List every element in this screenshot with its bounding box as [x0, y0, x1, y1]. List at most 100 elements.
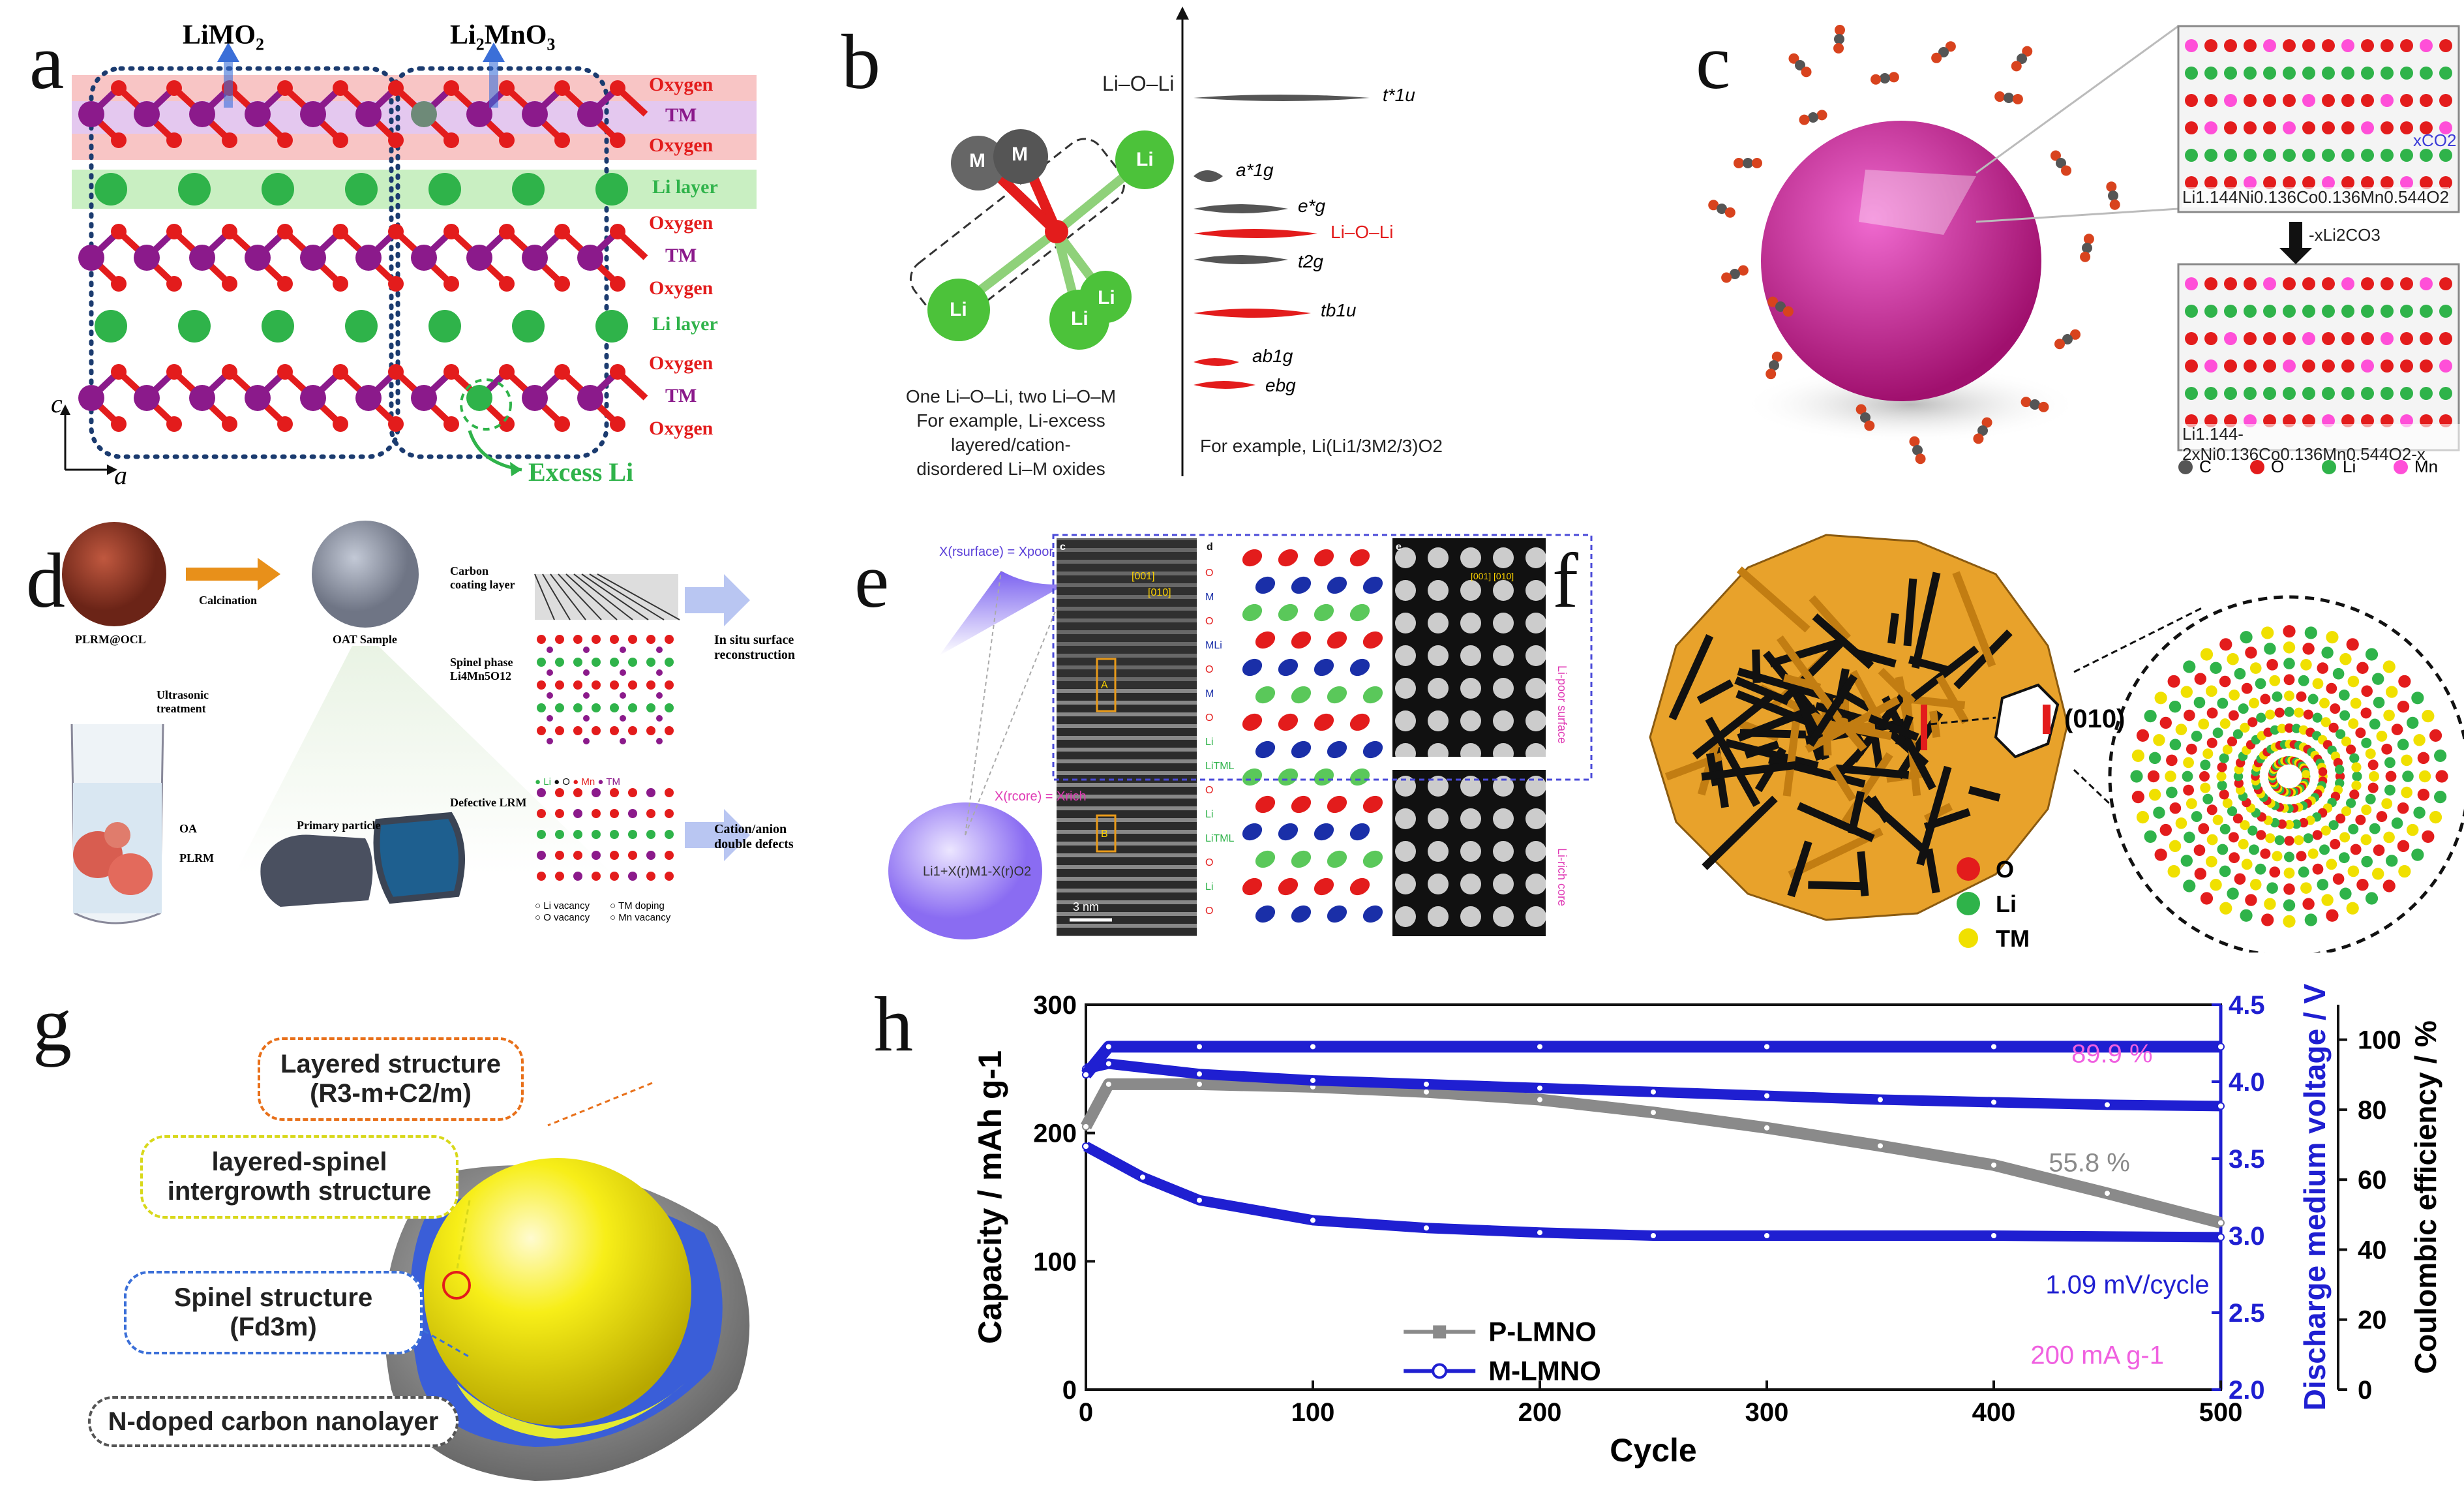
d-t3: Ultrasonic treatment: [157, 688, 209, 715]
series-p-lmno-capacity-point: [1082, 1122, 1090, 1131]
annotation-2: 1.09 mV/cycle: [2045, 1271, 2209, 1300]
d-t10: In situ surface reconstruction: [714, 633, 796, 662]
series-m-lmno-ce-point: [1104, 1043, 1113, 1051]
mid-tick-label: 2.0: [2229, 1376, 2265, 1405]
series-m-lmno-capacity-point: [1422, 1080, 1430, 1088]
plot-frame: [1085, 1003, 2222, 1391]
e-t6b: [001] [010]: [1471, 571, 1514, 581]
panel-h-label: h: [874, 981, 913, 1067]
panel-c-label: c: [1696, 18, 1731, 105]
panel-b: b Li–O–Li M M Li Li Li Li One Li–O–Li, t…: [809, 0, 1624, 496]
e-stack-label-2: O: [1205, 616, 1214, 627]
b-title: Li–O–Li: [1102, 72, 1175, 95]
d-t8: Carbon coating layer: [450, 564, 515, 591]
f-legend-li: Li: [1996, 891, 2017, 917]
d-t7: Defective LRM: [450, 796, 527, 809]
b-level-t2g: t2g: [1298, 251, 1323, 271]
y-axis-right-title: Coulombic efficiency / %: [2409, 1020, 2442, 1374]
series-p-lmno-capacity-point: [1195, 1080, 1203, 1088]
axis-a-label: a: [114, 461, 127, 490]
c-legend-item-3: Mn: [2394, 457, 2438, 477]
e-stack-label-14: O: [1205, 906, 1214, 917]
d-legend-item-0: ● Li: [535, 776, 554, 787]
panel-f: f (010) O Li TM: [1552, 509, 2464, 953]
capacity-chart: 0 100 200 300 400 50001002003002.02.53.03.54.…: [972, 983, 2442, 1469]
series-m-lmno-capacity-point: [1990, 1098, 1998, 1106]
series-m-lmno-ce-point: [1195, 1043, 1203, 1051]
legend-p-lmno-marker: [1433, 1325, 1447, 1339]
e-t10: 3 nm: [1073, 900, 1100, 913]
series-m-lmno-capacity-point: [1309, 1076, 1317, 1085]
e-stack-label-11: LiTML: [1205, 833, 1235, 844]
legend-p-lmno-label: P-LMNO: [1488, 1317, 1597, 1347]
d-legend-item-3: ● TM: [597, 776, 620, 787]
b-level-a1g-star: a*1g: [1236, 160, 1274, 180]
series-m-lmno-capacity-point: [1536, 1084, 1544, 1092]
mid-tick-label: 4.5: [2229, 991, 2265, 1020]
b-atom-li4: Li: [1098, 287, 1115, 309]
panel-d-label: d: [26, 537, 65, 624]
e-t4: d: [1207, 541, 1213, 553]
panel-a-structure: [60, 42, 757, 476]
e-stack-label-13: Li: [1205, 881, 1214, 892]
d-legend-item-1: ● O: [554, 776, 573, 787]
c-legend-dot: [2322, 459, 2336, 474]
series-m-lmno-voltage-point: [1536, 1228, 1544, 1237]
c-legend-item-2: Li: [2322, 457, 2356, 477]
series-p-lmno-capacity-point: [2103, 1189, 2111, 1198]
layer-label-8: Oxygen: [649, 352, 714, 374]
excess-li-label: Excess Li: [528, 457, 634, 487]
series-m-lmno-ce-point: [1082, 1071, 1090, 1079]
d-t6: Primary particle: [297, 819, 381, 832]
c-legend-dot: [2250, 459, 2264, 474]
x-tick-label: 300: [1745, 1398, 1789, 1427]
y-axis-mid-title: Discharge medium voltage / V: [2298, 983, 2332, 1410]
left-tick-label: 100: [1033, 1247, 1077, 1276]
e-t3: c: [1060, 541, 1066, 553]
right-tick-label: 80: [2358, 1096, 2387, 1125]
b-caption: One Li–O–Li, two Li–O–M For example, Li-e…: [905, 386, 1117, 479]
series-m-lmno-ce: [1081, 1041, 2221, 1078]
c-legend: C O Li Mn: [2178, 457, 2464, 483]
b-atom-li3: Li: [1071, 308, 1089, 329]
layer-label-2: Oxygen: [649, 134, 714, 156]
series-m-lmno-voltage-point: [1990, 1232, 1998, 1240]
layer-label-10: Oxygen: [649, 418, 714, 439]
e-t2: Li1+X(r)M1-X(r)O2: [923, 864, 1032, 879]
mid-tick-label: 3.5: [2229, 1145, 2265, 1174]
mid-tick-label: 2.5: [2229, 1299, 2265, 1328]
series-m-lmno-capacity-point: [1649, 1088, 1657, 1096]
right-tick-label: 100: [2358, 1026, 2401, 1055]
panel-f-diagram: [1649, 521, 2464, 953]
panel-g-label: g: [33, 981, 72, 1067]
left-tick-label: 300: [1033, 991, 1077, 1020]
d-t0: Calcination: [199, 594, 258, 607]
series-m-lmno-capacity-point: [1876, 1095, 1884, 1104]
e-stack-label-5: M: [1205, 688, 1214, 699]
x-tick-label: 200: [1518, 1398, 1562, 1427]
limo2-label: LiMO2: [183, 20, 264, 54]
mid-tick-label: 3.0: [2229, 1222, 2265, 1251]
c-formula-top: Li1.144Ni0.136Co0.136Mn0.544O2: [2182, 187, 2450, 207]
d-legend-item-2: ● Mn: [573, 776, 598, 787]
x-tick-label: 0: [1079, 1398, 1093, 1427]
panel-g: g Layered structure (R3-m+C2/m) layered-s…: [0, 966, 913, 1494]
e-t5: e: [1396, 541, 1402, 553]
series-p-lmno-capacity-point: [1536, 1095, 1544, 1104]
panel-c-particle: [1708, 25, 2460, 465]
layer-label-0: Oxygen: [649, 74, 714, 95]
axis-c-label: c: [51, 389, 63, 418]
d-legend: ● Li ● O ● Mn ● TM: [535, 776, 691, 788]
d-defect-legend-0: ○ Li vacancy: [535, 900, 590, 911]
d-defect-legend-1: ○ TM doping: [610, 900, 665, 911]
c-legend-label: C: [2199, 457, 2212, 476]
e-t7: [010]: [1148, 587, 1171, 598]
e-t1: X(rcore) = Xrich: [995, 789, 1087, 804]
series-p-lmno-capacity-point: [1990, 1161, 1998, 1169]
g-box-carbon: N-doped carbon nanolayer: [88, 1396, 458, 1447]
panel-a-label: a: [29, 18, 65, 105]
panel-f-label: f: [1552, 537, 1578, 624]
left-tick-label: 0: [1062, 1376, 1077, 1405]
g-box-spinel: Spinel structure (Fd3m): [124, 1271, 423, 1354]
panel-b-label: b: [841, 18, 880, 105]
